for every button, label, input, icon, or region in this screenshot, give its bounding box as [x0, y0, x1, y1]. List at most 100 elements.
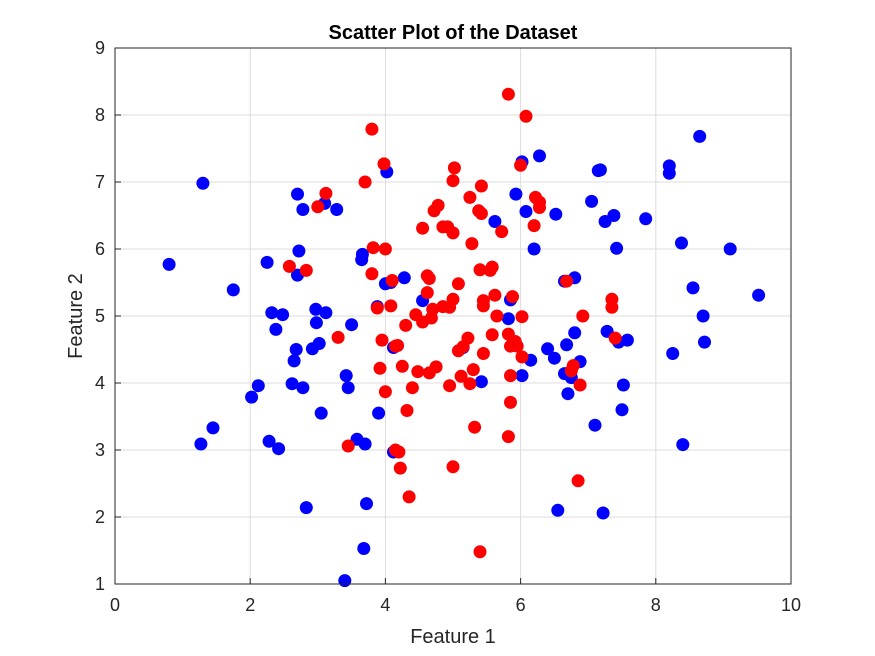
- y-tick-label: 3: [95, 440, 105, 460]
- data-point: [549, 207, 563, 221]
- data-point: [474, 179, 488, 193]
- data-point: [501, 430, 515, 444]
- data-point: [385, 274, 399, 287]
- data-point: [676, 438, 690, 452]
- data-point: [355, 247, 369, 261]
- data-point: [299, 501, 313, 515]
- data-point: [341, 381, 355, 395]
- data-point: [468, 420, 482, 434]
- data-point: [560, 274, 574, 288]
- data-point: [345, 318, 359, 332]
- data-point: [466, 363, 480, 377]
- data-point: [509, 187, 523, 201]
- data-point: [474, 207, 488, 220]
- data-point: [616, 378, 630, 392]
- data-point: [566, 359, 580, 373]
- data-point: [446, 292, 460, 306]
- series-0: [162, 129, 766, 588]
- data-point: [610, 241, 624, 255]
- data-point: [585, 194, 599, 208]
- data-point: [488, 215, 502, 228]
- data-point: [527, 219, 541, 233]
- data-point: [429, 360, 443, 374]
- data-point: [366, 241, 380, 255]
- data-point: [292, 244, 306, 258]
- data-point: [341, 439, 355, 453]
- axis-ticks: [114, 47, 792, 585]
- data-point: [515, 310, 529, 324]
- data-point: [314, 406, 328, 420]
- data-point: [357, 542, 371, 555]
- data-point: [319, 306, 333, 320]
- data-point: [402, 490, 416, 504]
- chart-title: Scatter Plot of the Dataset: [329, 22, 578, 44]
- data-point: [365, 122, 379, 136]
- data-point: [490, 309, 504, 323]
- x-tick-label: 0: [110, 595, 120, 615]
- data-point: [262, 434, 276, 448]
- data-point: [269, 322, 283, 336]
- data-point: [370, 301, 384, 315]
- data-point: [662, 166, 676, 180]
- y-tick-label: 7: [95, 172, 105, 192]
- data-point: [392, 445, 406, 459]
- data-point: [561, 387, 575, 401]
- data-point: [411, 365, 425, 379]
- data-point: [571, 474, 585, 488]
- data-point: [311, 200, 325, 214]
- data-point: [541, 342, 555, 356]
- data-point: [405, 381, 419, 395]
- data-point: [309, 302, 323, 316]
- data-point: [206, 421, 220, 435]
- data-point: [276, 308, 290, 322]
- data-point: [504, 369, 517, 383]
- data-point: [397, 271, 411, 285]
- data-point: [285, 377, 299, 391]
- data-point: [533, 149, 546, 163]
- data-point: [510, 339, 524, 353]
- data-point: [723, 242, 737, 256]
- data-point: [506, 290, 519, 304]
- data-point: [454, 369, 468, 383]
- series-1: [282, 87, 622, 559]
- data-point: [527, 242, 541, 256]
- data-point: [339, 369, 353, 383]
- y-tick-label: 9: [95, 38, 105, 58]
- data-point: [378, 385, 392, 399]
- data-point: [365, 267, 379, 281]
- data-point: [666, 347, 680, 360]
- data-point: [400, 404, 414, 417]
- data-point: [296, 203, 310, 216]
- data-point: [446, 174, 460, 188]
- data-point: [299, 263, 313, 277]
- data-point: [752, 288, 766, 302]
- data-point: [533, 201, 546, 214]
- data-point: [291, 187, 304, 201]
- data-point: [426, 302, 440, 316]
- data-point: [588, 418, 602, 432]
- data-point: [265, 306, 279, 320]
- data-point: [463, 377, 477, 391]
- data-point: [504, 395, 517, 409]
- y-tick-label: 4: [95, 373, 105, 393]
- data-point: [693, 129, 707, 143]
- data-point: [287, 354, 301, 368]
- y-tick-label: 1: [95, 574, 105, 594]
- data-point: [446, 460, 460, 474]
- data-point: [358, 437, 372, 451]
- data-point: [515, 369, 529, 383]
- data-point: [605, 300, 619, 314]
- y-tick-label: 6: [95, 239, 105, 259]
- x-axis-label: Feature 1: [410, 626, 496, 648]
- data-point: [615, 403, 629, 417]
- data-point: [501, 312, 515, 326]
- data-point: [245, 390, 259, 404]
- data-point: [420, 286, 434, 300]
- data-point: [485, 328, 499, 342]
- data-point: [251, 379, 265, 393]
- data-point: [485, 260, 499, 274]
- data-point: [596, 506, 610, 520]
- data-point: [416, 221, 430, 235]
- data-point: [196, 176, 210, 190]
